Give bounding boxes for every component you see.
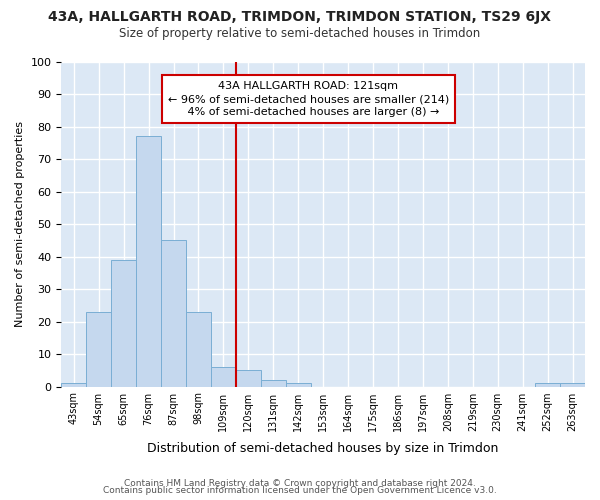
Bar	[86, 312, 111, 386]
Bar	[535, 384, 560, 386]
Text: Contains public sector information licensed under the Open Government Licence v3: Contains public sector information licen…	[103, 486, 497, 495]
X-axis label: Distribution of semi-detached houses by size in Trimdon: Distribution of semi-detached houses by …	[148, 442, 499, 455]
Bar	[211, 367, 236, 386]
Bar	[560, 384, 585, 386]
Bar	[161, 240, 186, 386]
Bar	[111, 260, 136, 386]
Bar	[236, 370, 261, 386]
Text: 43A, HALLGARTH ROAD, TRIMDON, TRIMDON STATION, TS29 6JX: 43A, HALLGARTH ROAD, TRIMDON, TRIMDON ST…	[49, 10, 551, 24]
Bar	[286, 384, 311, 386]
Bar	[261, 380, 286, 386]
Y-axis label: Number of semi-detached properties: Number of semi-detached properties	[15, 121, 25, 327]
Text: Size of property relative to semi-detached houses in Trimdon: Size of property relative to semi-detach…	[119, 28, 481, 40]
Text: Contains HM Land Registry data © Crown copyright and database right 2024.: Contains HM Land Registry data © Crown c…	[124, 478, 476, 488]
Bar	[61, 384, 86, 386]
Bar	[186, 312, 211, 386]
Bar	[136, 136, 161, 386]
Text: 43A HALLGARTH ROAD: 121sqm
← 96% of semi-detached houses are smaller (214)
   4%: 43A HALLGARTH ROAD: 121sqm ← 96% of semi…	[168, 81, 449, 118]
